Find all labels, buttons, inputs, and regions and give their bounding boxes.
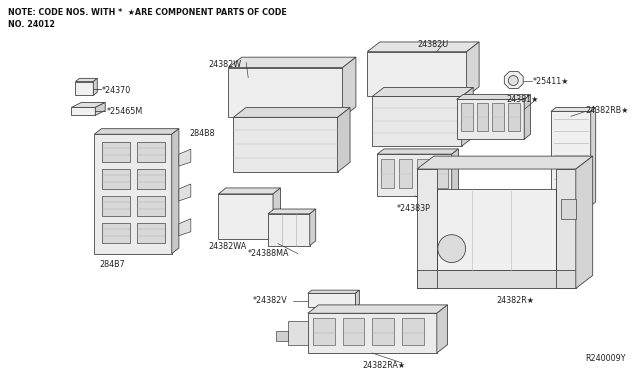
Polygon shape	[228, 68, 342, 117]
Text: *24370: *24370	[102, 86, 131, 94]
Polygon shape	[452, 149, 458, 196]
Polygon shape	[273, 188, 280, 239]
Polygon shape	[76, 81, 93, 96]
Polygon shape	[417, 156, 593, 169]
Polygon shape	[372, 318, 394, 345]
Polygon shape	[377, 154, 452, 196]
Text: 24381★: 24381★	[506, 94, 539, 103]
Circle shape	[508, 76, 518, 86]
Polygon shape	[417, 270, 576, 288]
Polygon shape	[308, 290, 360, 294]
Text: R240009Y: R240009Y	[585, 354, 625, 363]
Text: *25465M: *25465M	[108, 108, 143, 116]
Circle shape	[438, 235, 466, 263]
Polygon shape	[457, 94, 531, 99]
Polygon shape	[308, 313, 437, 353]
Polygon shape	[308, 305, 447, 313]
Polygon shape	[342, 318, 364, 345]
Polygon shape	[467, 42, 479, 96]
Polygon shape	[372, 87, 473, 96]
Polygon shape	[435, 159, 448, 188]
Polygon shape	[367, 42, 479, 52]
Polygon shape	[72, 108, 95, 115]
Polygon shape	[337, 108, 350, 172]
Text: *25411★: *25411★	[533, 77, 570, 86]
Text: 24382RA★: 24382RA★	[362, 361, 405, 370]
Polygon shape	[437, 189, 556, 270]
Polygon shape	[377, 149, 458, 154]
Polygon shape	[95, 102, 105, 115]
Polygon shape	[461, 87, 473, 146]
Polygon shape	[288, 321, 308, 345]
Text: 284B7: 284B7	[99, 260, 125, 269]
Polygon shape	[417, 159, 430, 188]
Polygon shape	[508, 103, 520, 131]
Polygon shape	[179, 184, 191, 201]
Polygon shape	[591, 108, 596, 206]
Text: NOTE: CODE NOS. WITH *  ★ARE COMPONENT PARTS OF CODE: NOTE: CODE NOS. WITH * ★ARE COMPONENT PA…	[8, 8, 287, 17]
Polygon shape	[372, 96, 461, 146]
Polygon shape	[402, 318, 424, 345]
Polygon shape	[355, 290, 360, 307]
Polygon shape	[313, 318, 335, 345]
Polygon shape	[268, 214, 310, 246]
Text: 24382U: 24382U	[417, 40, 448, 49]
Polygon shape	[179, 219, 191, 236]
Polygon shape	[367, 52, 467, 96]
Text: NO. 24012: NO. 24012	[8, 20, 55, 29]
Polygon shape	[477, 103, 488, 131]
Polygon shape	[137, 169, 165, 189]
Polygon shape	[179, 149, 191, 166]
Text: 24382R★: 24382R★	[497, 296, 534, 305]
Polygon shape	[556, 169, 576, 288]
Polygon shape	[492, 103, 504, 131]
Polygon shape	[561, 199, 576, 219]
Text: *24383P: *24383P	[397, 204, 431, 213]
Polygon shape	[102, 196, 130, 216]
Text: 24382W: 24382W	[209, 60, 242, 69]
Polygon shape	[551, 108, 596, 111]
Polygon shape	[342, 57, 356, 117]
Polygon shape	[576, 156, 593, 288]
Polygon shape	[137, 196, 165, 216]
Polygon shape	[93, 78, 97, 96]
Polygon shape	[102, 223, 130, 243]
Polygon shape	[504, 71, 523, 89]
Polygon shape	[94, 129, 179, 134]
Polygon shape	[137, 142, 165, 162]
Text: 284B8: 284B8	[189, 129, 215, 138]
Polygon shape	[94, 134, 172, 254]
Polygon shape	[399, 159, 412, 188]
Polygon shape	[218, 194, 273, 239]
Polygon shape	[417, 169, 437, 288]
Polygon shape	[437, 305, 447, 353]
Text: 24382RB★: 24382RB★	[586, 106, 629, 115]
Polygon shape	[268, 209, 316, 214]
Text: *24388MA: *24388MA	[248, 248, 290, 257]
Polygon shape	[524, 94, 531, 139]
Polygon shape	[381, 159, 394, 188]
Polygon shape	[72, 102, 105, 108]
Text: 24382WA: 24382WA	[209, 242, 247, 251]
Polygon shape	[310, 209, 316, 246]
Polygon shape	[276, 331, 288, 341]
Polygon shape	[234, 108, 350, 117]
Polygon shape	[102, 142, 130, 162]
Polygon shape	[461, 103, 472, 131]
Polygon shape	[76, 78, 97, 81]
Polygon shape	[551, 111, 591, 206]
Text: *24382V: *24382V	[253, 296, 288, 305]
Polygon shape	[457, 99, 524, 139]
Polygon shape	[102, 169, 130, 189]
Polygon shape	[308, 294, 355, 307]
Polygon shape	[218, 188, 280, 194]
Polygon shape	[172, 129, 179, 254]
Polygon shape	[234, 117, 337, 172]
Polygon shape	[228, 57, 356, 68]
Polygon shape	[137, 223, 165, 243]
